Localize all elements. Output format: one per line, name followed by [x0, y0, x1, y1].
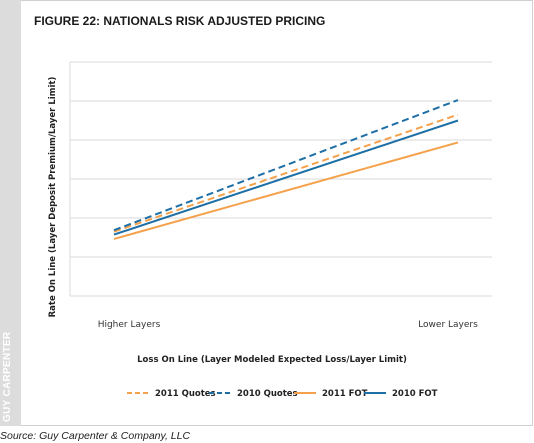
figure-frame [0, 0, 533, 426]
source-note: Source: Guy Carpenter & Company, LLC [0, 430, 191, 442]
series-line-2011-fot [113, 141, 459, 240]
series-lines [113, 99, 459, 240]
x-tick-labels: Higher Layers Lower Layers [98, 320, 478, 330]
legend-label: 2010 FOT [392, 389, 438, 399]
legend-label: 2011 FOT [322, 389, 368, 399]
y-axis-title: Rate On Line (Layer Deposit Premium/Laye… [48, 77, 58, 318]
x-axis-title: Loss On Line (Layer Modeled Expected Los… [137, 355, 407, 365]
side-strip: GUY CARPENTER [0, 0, 21, 426]
series-line-2010-fot [113, 119, 459, 236]
chart: Higher Layers Lower Layers Rate On Line (… [48, 61, 492, 399]
series-line-2010-quotes [113, 99, 459, 232]
series-line-2011-quotes [113, 113, 459, 233]
legend: 2011 Quotes 2010 Quotes 2011 FOT 2010 FOT [127, 389, 438, 399]
figure-title: FIGURE 22: NATIONALS RISK ADJUSTED PRICI… [34, 14, 326, 28]
x-tick-label: Higher Layers [98, 320, 161, 330]
legend-label: 2011 Quotes [155, 389, 216, 399]
x-tick-label: Lower Layers [418, 320, 478, 330]
legend-label: 2010 Quotes [237, 389, 298, 399]
